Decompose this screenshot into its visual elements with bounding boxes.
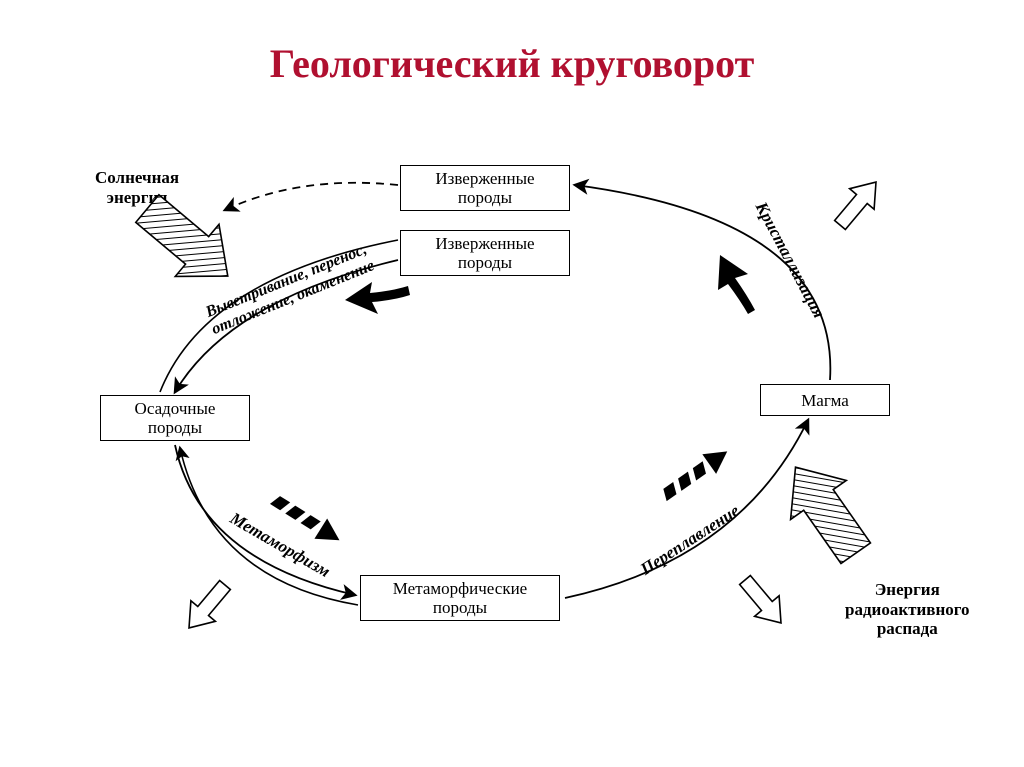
label-radio-l3: распада [877, 619, 938, 638]
edge-label-metamorphism: Метаморфизм [227, 509, 334, 582]
label-solar-l2: энергия [107, 188, 168, 207]
open-arrow-cryst [828, 172, 889, 235]
open-arrow-remelt [733, 570, 794, 633]
node-sedimentary: Осадочные породы [100, 395, 250, 441]
label-solar-energy: Солнечная энергия [95, 168, 179, 207]
node-igneous-top: Изверженные породы [400, 165, 570, 211]
node-metamorphic-l2: породы [433, 598, 487, 617]
edge-label-weathering: Выветривание, перенос, отложение, окамен… [163, 224, 418, 356]
page-title: Геологический круговорот [0, 40, 1024, 87]
node-metamorphic: Метаморфические породы [360, 575, 560, 621]
node-magma-l1: Магма [801, 391, 849, 410]
label-radio-l1: Энергия [875, 580, 940, 599]
node-igneous-mid-l1: Изверженные [435, 234, 534, 253]
arc-igneous-dashed-out [225, 183, 398, 210]
node-sedimentary-l1: Осадочные [135, 399, 216, 418]
node-magma: Магма [760, 384, 890, 416]
edge-label-remelting: Переплавление [637, 501, 743, 579]
node-metamorphic-l1: Метаморфические [393, 579, 527, 598]
node-igneous-top-l2: породы [458, 188, 512, 207]
node-igneous-mid: Изверженные породы [400, 230, 570, 276]
label-solar-l1: Солнечная [95, 168, 179, 187]
node-sedimentary-l2: породы [148, 418, 202, 437]
bold-arrow-left [345, 282, 410, 314]
label-radio-l2: радиоактивного [845, 600, 970, 619]
label-radioactive-energy: Энергия радиоактивного распада [845, 580, 970, 639]
edge-label-crystallize: Кристаллизация [751, 199, 829, 322]
node-igneous-top-l1: Изверженные [435, 169, 534, 188]
hatched-arrow-radio [768, 448, 884, 573]
open-arrow-meta [177, 575, 238, 638]
arc-metamorphic-to-magma [565, 420, 808, 598]
dash-arrow-remelt [656, 442, 734, 507]
node-igneous-mid-l2: породы [458, 253, 512, 272]
bold-arrow-crystallize [718, 255, 755, 314]
